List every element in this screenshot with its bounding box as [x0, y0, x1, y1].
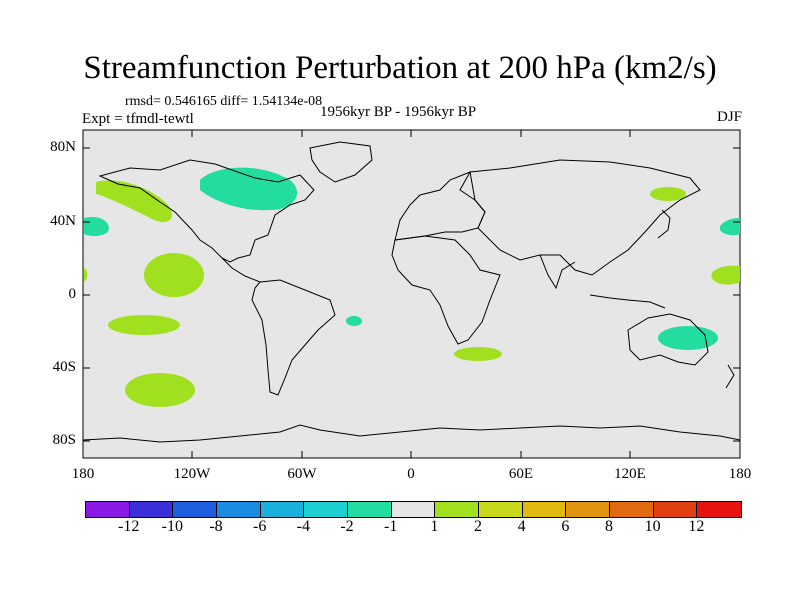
colorbar-box-9 [478, 502, 523, 517]
colorbar-box-2 [173, 502, 217, 517]
coast-europe [394, 171, 486, 241]
coast-india [539, 254, 576, 290]
coast-new-zealand [725, 364, 735, 389]
central-pacific-positive [144, 253, 204, 297]
coast-australia [627, 313, 709, 366]
colorbar-label-0: -12 [117, 518, 140, 535]
colorbar-box-12 [609, 502, 654, 517]
colorbar-label-13: 12 [688, 518, 705, 535]
experiment-label: Expt = tfmdl-tewtl [82, 111, 194, 127]
lat-label-80n: 80N [50, 139, 76, 155]
colorbar-box-5 [304, 502, 348, 517]
coast-antarctica [82, 424, 741, 443]
west-pacific-negative-left [84, 216, 109, 236]
colorbar-box-4 [260, 502, 305, 517]
south-pacific-positive [108, 315, 180, 335]
period-label: 1956kyr BP - 1956kyr BP [320, 104, 477, 120]
colorbar-box-10 [522, 502, 567, 517]
coast-south-america [251, 279, 336, 396]
tick-marks [82, 130, 741, 458]
coast-north-america [98, 159, 315, 263]
lat-label-40n: 40N [50, 213, 76, 229]
colorbar-label-9: 4 [517, 518, 526, 535]
map-frame [82, 129, 741, 459]
colorbar-label-1: -10 [161, 518, 183, 535]
colorbar-label-6: -1 [383, 518, 398, 535]
season-label: DJF [716, 109, 742, 125]
colorbar-label-10: 6 [561, 518, 570, 535]
lon-label-120e: 120E [614, 466, 646, 482]
coast-indonesia [589, 294, 666, 309]
lon-label-180w: 180 [71, 466, 95, 482]
coast-japan [657, 209, 671, 239]
far-south-pacific-positive [125, 373, 195, 407]
lat-label-80s: 80S [52, 432, 76, 448]
coastlines [82, 141, 741, 443]
coast-asia [469, 159, 701, 276]
colorbar-box-8 [435, 502, 479, 517]
colorbar-label-4: -4 [296, 518, 310, 535]
south-africa-positive [454, 347, 502, 361]
colorbar-box-0 [86, 502, 130, 517]
colorbar-box-7 [391, 502, 436, 517]
colorbar-label-11: 8 [605, 518, 613, 535]
lat-label-0: 0 [68, 286, 77, 302]
canada-negative [200, 167, 298, 211]
colorbar-label-12: 10 [644, 518, 661, 535]
lat-label-40s: 40S [52, 359, 76, 375]
colorbar-box-1 [129, 502, 174, 517]
lon-label-180e: 180 [728, 466, 752, 482]
anomaly-layer [84, 167, 740, 407]
lon-label-60e: 60E [508, 466, 534, 482]
south-atlantic-negative [346, 316, 362, 326]
rmsd-diff-stats: rmsd= 0.546165 diff= 1.54134e-08 [125, 94, 323, 109]
lon-label-60w: 60W [287, 466, 317, 482]
colorbar-label-2: -8 [209, 518, 223, 535]
lon-label-120w: 120W [173, 466, 211, 482]
lon-label-0: 0 [407, 466, 415, 482]
dateline-positive-right [711, 265, 740, 285]
colorbar-label-8: 2 [474, 518, 482, 535]
colorbar-label-5: -2 [340, 518, 354, 535]
colorbar-box-13 [653, 502, 698, 517]
colorbar-box-11 [566, 502, 610, 517]
coast-greenland [309, 141, 373, 183]
colorbar-label-7: 1 [430, 518, 439, 535]
north-pacific-positive [96, 180, 172, 223]
colorbar [85, 501, 742, 518]
dateline-positive-left [84, 268, 88, 282]
colorbar-label-3: -6 [252, 518, 267, 535]
colorbar-box-14 [697, 502, 741, 517]
plot-title: Streamfunction Perturbation at 200 hPa (… [83, 50, 717, 86]
colorbar-box-3 [216, 502, 261, 517]
australia-negative [658, 326, 718, 350]
coast-central-america [221, 257, 261, 283]
coast-africa [391, 235, 501, 345]
kamchatka-positive [650, 187, 686, 201]
colorbar-box-6 [347, 502, 392, 517]
